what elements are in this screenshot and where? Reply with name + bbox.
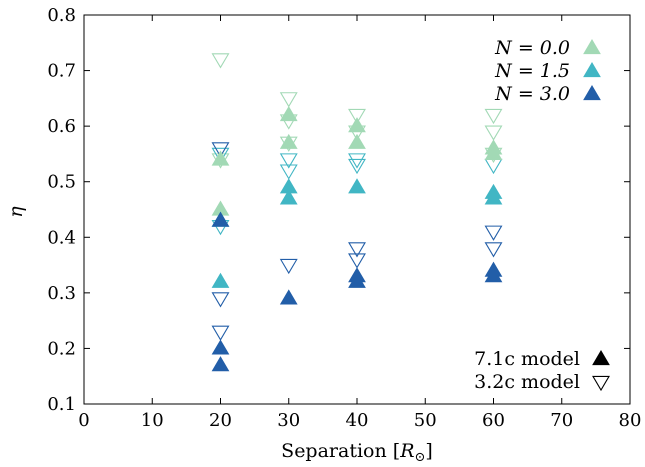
x-tick-label: 80 xyxy=(619,410,642,431)
legend-marker-icon xyxy=(583,39,601,55)
legend-marker-icon xyxy=(592,350,610,366)
x-tick-label: 50 xyxy=(414,410,437,431)
legend-marker-icon xyxy=(583,85,601,101)
data-point-N0_0-7_1c xyxy=(279,106,298,122)
axis-ticks: 0 10 20 30 40 50 60 70 80 0.1 0.2 0.3 0.4 0.5 0.6 0.7 0.… xyxy=(47,5,641,431)
legend-label: 7.1c model xyxy=(474,348,580,370)
data-point-N1_5-7_1c xyxy=(484,189,503,205)
data-point-N3_0-7_1c xyxy=(348,272,366,288)
x-tick-label: 70 xyxy=(550,410,573,431)
x-axis-label: Separation [R⊙] xyxy=(281,440,433,465)
y-tick-label: 0.4 xyxy=(47,227,76,248)
y-tick-label: 0.8 xyxy=(47,5,76,26)
data-point-N3_0-3_2c xyxy=(211,142,230,158)
legend-marker-icon xyxy=(592,375,610,392)
data-point-N0_0-7_1c xyxy=(211,150,230,166)
data-marks xyxy=(211,53,503,372)
data-point-N3_0-3_2c xyxy=(279,258,298,275)
x-tick-label: 30 xyxy=(277,410,300,431)
x-tick-label: 40 xyxy=(346,410,369,431)
data-point-N3_0-3_2c xyxy=(484,225,503,241)
data-point-N3_0-7_1c xyxy=(211,356,230,372)
x-tick-label: 20 xyxy=(209,410,232,431)
x-tick-label: 0 xyxy=(78,410,89,431)
data-point-N1_5-3_2c xyxy=(211,147,230,164)
x-tick-label: 60 xyxy=(482,410,505,431)
y-tick-label: 0.3 xyxy=(47,283,76,304)
legend-label: N = 1.5 xyxy=(494,60,570,82)
x-axis-label-text: Separation [ xyxy=(281,440,400,462)
legend-marker-icon xyxy=(583,62,601,78)
data-point-N0_0-3_2c xyxy=(484,108,503,125)
data-point-N0_0-7_1c xyxy=(484,144,503,161)
data-point-N3_0-7_1c xyxy=(211,339,230,355)
data-point-N0_0-7_1c xyxy=(348,117,366,133)
data-point-N3_0-3_2c xyxy=(348,242,366,258)
data-point-N1_5-7_1c xyxy=(279,189,298,205)
legend-label: N = 3.0 xyxy=(494,83,570,105)
x-axis-label-close: ] xyxy=(425,440,432,462)
y-tick-label: 0.6 xyxy=(47,116,76,137)
data-point-N3_0-3_2c xyxy=(484,242,503,258)
data-point-N3_0-7_1c xyxy=(279,289,298,305)
y-axis-label: η xyxy=(5,206,27,218)
x-axis-label-subscript: ⊙ xyxy=(415,450,426,465)
y-tick-label: 0.2 xyxy=(47,338,76,359)
data-point-N3_0-3_2c xyxy=(211,325,230,341)
data-point-N1_5-3_2c xyxy=(348,153,366,169)
data-point-N3_0-7_1c xyxy=(484,267,503,283)
data-point-N1_5-3_2c xyxy=(279,153,298,169)
data-point-N1_5-3_2c xyxy=(279,164,298,180)
y-tick-label: 0.5 xyxy=(47,172,76,193)
legend-label: N = 0.0 xyxy=(494,37,570,59)
data-point-N0_0-3_2c xyxy=(279,92,298,108)
y-tick-label: 0.1 xyxy=(47,394,76,415)
data-point-N0_0-3_2c xyxy=(211,53,230,69)
y-tick-label: 0.7 xyxy=(47,61,76,82)
data-point-N0_0-7_1c xyxy=(348,133,366,149)
data-point-N0_0-3_2c xyxy=(348,108,366,125)
data-point-N0_0-7_1c xyxy=(279,133,298,149)
x-axis-label-symbol: R xyxy=(399,440,414,462)
data-point-N3_0-7_1c xyxy=(211,211,230,227)
data-point-N3_0-3_2c xyxy=(211,292,230,308)
legend-label: 3.2c model xyxy=(474,371,580,393)
data-point-N1_5-7_1c xyxy=(348,178,366,194)
x-tick-label: 10 xyxy=(141,410,164,431)
data-point-N1_5-3_2c xyxy=(348,158,366,175)
data-point-N0_0-3_2c xyxy=(484,125,503,141)
data-point-N3_0-3_2c xyxy=(348,253,366,269)
data-point-N1_5-7_1c xyxy=(211,272,230,288)
